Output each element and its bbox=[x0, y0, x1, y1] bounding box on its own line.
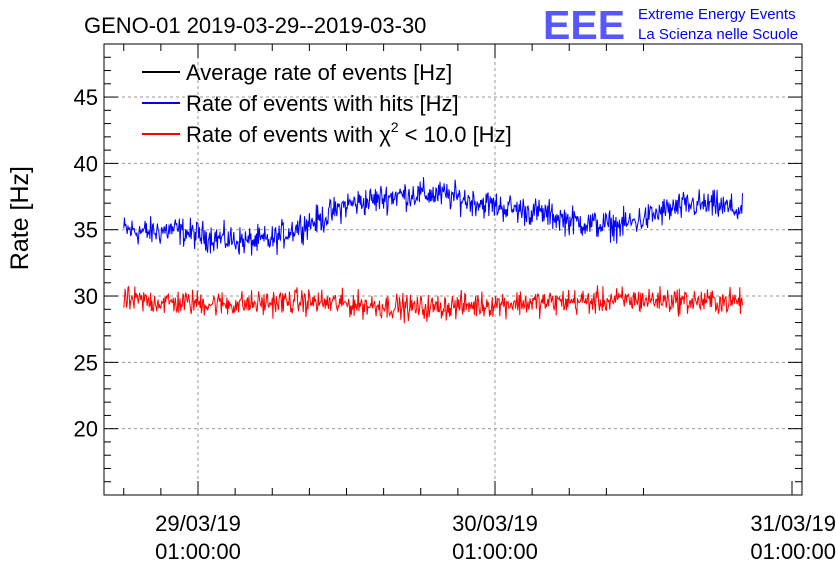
x-tick-date: 31/03/19 bbox=[750, 511, 836, 536]
logo-mark: EEE bbox=[543, 2, 625, 48]
x-tick-labels: 29/03/19 01:00:00 30/03/19 01:00:00 31/0… bbox=[155, 511, 836, 564]
legend-chi2-superscript: 2 bbox=[391, 119, 399, 135]
logo-line1: Extreme Energy Events bbox=[638, 6, 796, 23]
y-tick-labels: 20 25 30 35 40 45 bbox=[74, 85, 98, 442]
x-tick-time: 01:00:00 bbox=[452, 539, 538, 564]
y-tick-label: 25 bbox=[74, 350, 98, 375]
x-tick-time: 01:00:00 bbox=[155, 539, 241, 564]
x-tick-date: 29/03/19 bbox=[155, 511, 241, 536]
legend-label-hits: Rate of events with hits [Hz] bbox=[186, 91, 459, 116]
x-tick-time: 01:00:00 bbox=[750, 539, 836, 564]
grid bbox=[104, 44, 802, 495]
legend-label-average: Average rate of events [Hz] bbox=[186, 60, 452, 85]
series-line-hits bbox=[123, 177, 743, 256]
chart-title: GENO-01 2019-03-29--2019-03-30 bbox=[84, 13, 426, 38]
legend-chi2-suffix: < 10.0 [Hz] bbox=[399, 122, 512, 147]
legend: Average rate of events [Hz] Rate of even… bbox=[142, 60, 512, 147]
y-tick-label: 40 bbox=[74, 151, 98, 176]
legend-label-chi2: Rate of events with χ2 < 10.0 [Hz] bbox=[186, 119, 512, 147]
axis-ticks bbox=[104, 43, 802, 496]
series-line-chi2 bbox=[123, 285, 743, 324]
y-tick-label: 35 bbox=[74, 218, 98, 243]
legend-chi2-prefix: Rate of events with χ bbox=[186, 122, 391, 147]
y-tick-label: 45 bbox=[74, 85, 98, 110]
x-tick-date: 30/03/19 bbox=[452, 511, 538, 536]
y-tick-label: 20 bbox=[74, 417, 98, 442]
eee-logo: EEE Extreme Energy Events La Scienza nel… bbox=[543, 2, 798, 48]
logo-line2: La Scienza nelle Scuole bbox=[638, 26, 798, 43]
series-layer bbox=[123, 177, 743, 324]
y-tick-label: 30 bbox=[74, 284, 98, 309]
y-axis-label: Rate [Hz] bbox=[6, 166, 34, 270]
